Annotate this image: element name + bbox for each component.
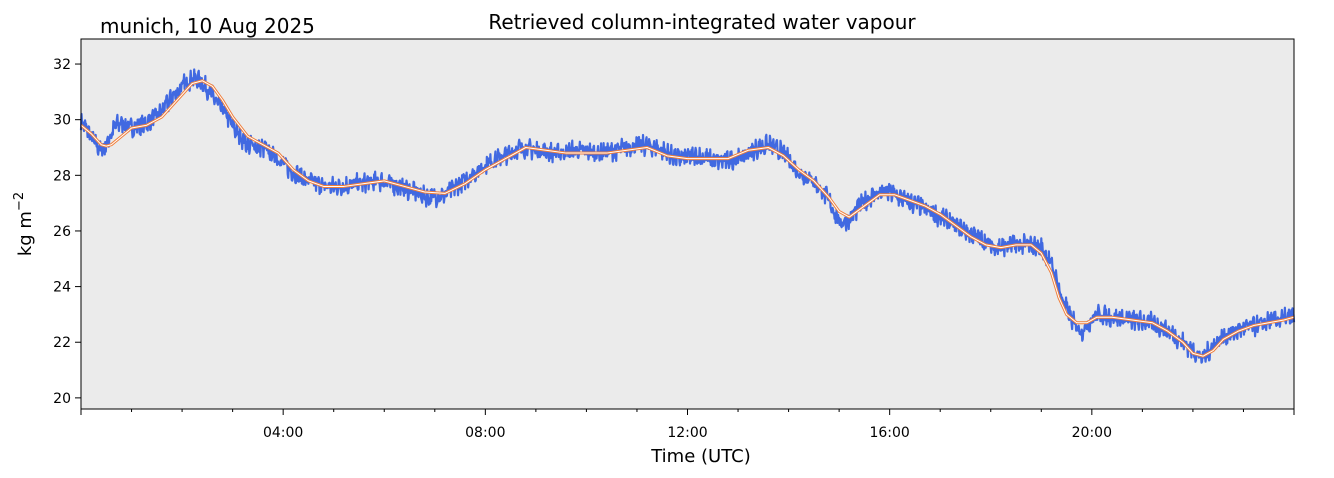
y-tick-label: 24 — [53, 280, 71, 296]
x-axis-label: Time (UTC) — [650, 446, 751, 467]
x-tick-label: 20:00 — [1072, 425, 1112, 441]
y-tick-label: 26 — [53, 224, 71, 240]
smoothed-series-core — [80, 80, 1295, 357]
x-tick-label: 12:00 — [667, 425, 707, 441]
y-tick-label: 22 — [53, 335, 71, 351]
y-tick-label: 32 — [53, 57, 71, 73]
y-axis-label: kg m−2 — [12, 192, 36, 256]
x-tick-label: 08:00 — [465, 425, 505, 441]
y-tick-label: 28 — [53, 168, 71, 184]
y-axis: 20 22 24 26 28 30 32 — [53, 57, 81, 407]
x-tick-label: 16:00 — [869, 425, 909, 441]
smoothed-series — [80, 79, 1295, 358]
plot-background — [81, 39, 1294, 409]
chart-title: Retrieved column-integrated water vapour — [488, 10, 916, 34]
chart-subtitle: munich, 10 Aug 2025 — [100, 14, 315, 38]
y-tick-label: 20 — [53, 391, 71, 407]
x-axis: 04:00 08:00 12:00 16:00 20:00 — [80, 409, 1295, 441]
y-axis-label-exponent: −2 — [12, 192, 27, 211]
x-tick-label: 04:00 — [263, 425, 303, 441]
y-axis-label-base: kg m — [15, 211, 36, 256]
y-tick-label: 30 — [53, 113, 71, 129]
